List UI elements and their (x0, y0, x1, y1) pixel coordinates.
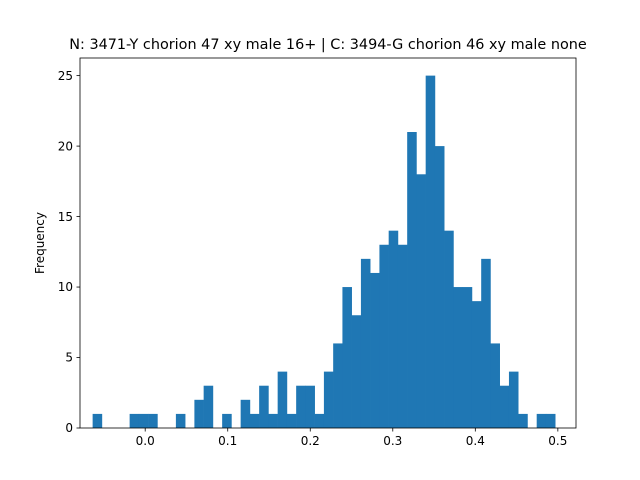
histogram-bar (305, 385, 315, 428)
x-axis: 0.0 0.1 0.2 0.3 0.4 0.5 (136, 428, 567, 448)
histogram-bar (175, 413, 186, 428)
histogram-bar (342, 287, 352, 428)
histogram-bar (194, 399, 204, 428)
y-tick-label: 15 (58, 210, 73, 224)
histogram-bar (518, 413, 528, 428)
histogram-bar (471, 301, 482, 428)
y-axis: 0 5 10 15 20 25 (58, 69, 80, 435)
x-tick-label: 0.4 (466, 434, 485, 448)
y-tick-label: 25 (58, 69, 73, 83)
histogram-bar (425, 75, 436, 429)
histogram-bar (129, 413, 140, 428)
x-tick-label: 0.0 (136, 434, 155, 448)
y-tick-label: 5 (65, 351, 73, 365)
histogram-bar (536, 413, 547, 428)
axes-frame (79, 57, 577, 429)
histogram-bars (92, 75, 556, 429)
x-tick-label: 0.2 (301, 434, 320, 448)
histogram-bar (444, 230, 454, 428)
histogram-bar (259, 385, 269, 428)
histogram-bar (370, 272, 380, 428)
y-tick-label: 10 (58, 280, 73, 294)
histogram-bar (92, 413, 103, 428)
histogram-bar (222, 413, 232, 428)
histogram-bar (545, 413, 556, 428)
histogram-bar (407, 132, 417, 428)
histogram-bar (277, 371, 288, 428)
histogram-bar (388, 230, 399, 428)
histogram-bar (481, 258, 491, 428)
histogram-bar (397, 244, 408, 428)
histogram-bar (379, 244, 389, 428)
x-tick-label: 0.1 (218, 434, 237, 448)
histogram-bar (462, 287, 473, 428)
histogram-bar (203, 385, 214, 428)
histogram-bar (333, 343, 343, 428)
y-axis-label: Frequency (33, 212, 47, 274)
histogram-bar (240, 399, 251, 428)
histogram-bar (314, 413, 325, 428)
histogram-bar (453, 287, 463, 428)
histogram-bar (416, 174, 426, 428)
histogram-bar (268, 413, 278, 428)
histogram-bar (499, 385, 510, 428)
histogram-bar (286, 413, 297, 428)
y-tick-label: 20 (58, 139, 73, 153)
plot-area (79, 57, 577, 429)
histogram-bar (434, 146, 445, 428)
histogram-bar (138, 413, 149, 428)
histogram-bar (360, 258, 371, 428)
histogram-bar (323, 371, 334, 428)
histogram-bar (508, 371, 519, 428)
y-tick-label: 0 (65, 421, 73, 435)
histogram-bar (296, 385, 306, 428)
histogram-bar (148, 413, 158, 428)
histogram-bar (249, 413, 260, 428)
histogram-bar (351, 315, 362, 428)
chart-title: N: 3471-Y chorion 47 xy male 16+ | C: 34… (69, 37, 587, 53)
x-tick-label: 0.3 (383, 434, 402, 448)
histogram-bar (490, 343, 500, 428)
x-tick-label: 0.5 (548, 434, 567, 448)
